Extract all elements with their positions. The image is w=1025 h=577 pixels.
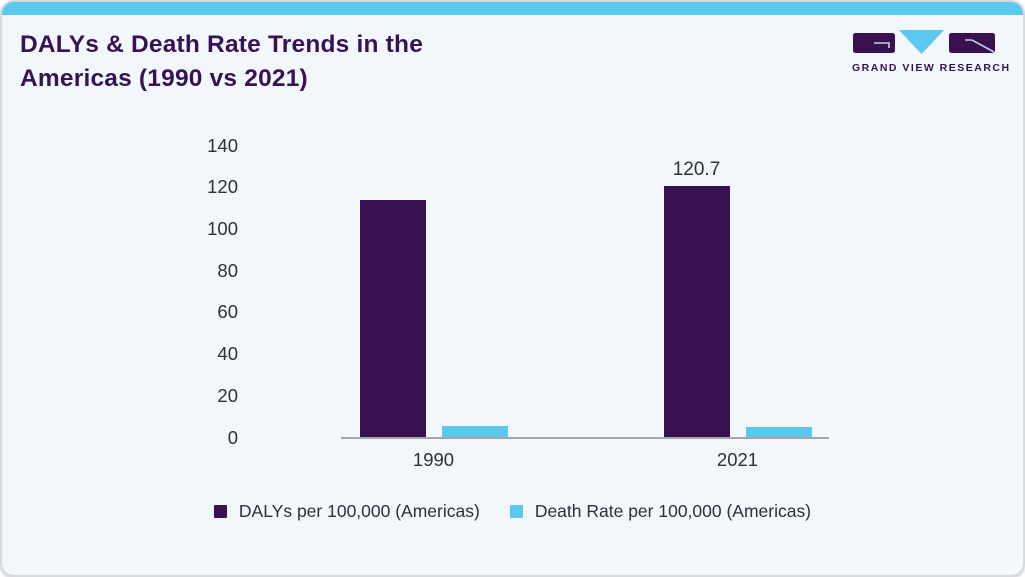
bar-value-label-2021: 120.7 [672,158,721,180]
brand-logo: GRAND VIEW RESEARCH [852,30,1011,74]
legend-label-dalys: DALYs per 100,000 (Americas) [238,501,480,521]
dalys-swatch-icon [213,505,227,518]
bar-series1-2021 [745,427,812,438]
x-axis-line [341,436,829,439]
y-axis-tick-80: 80 [217,259,238,281]
x-axis-label-2021: 2021 [716,449,759,470]
y-axis-tick-40: 40 [217,343,238,365]
y-axis-tick-100: 100 [207,217,238,239]
legend-item-death-rate: Death Rate per 100,000 (Americas) [509,501,812,522]
legend-label-death-rate: Death Rate per 100,000 (Americas) [534,501,812,521]
brand-name: GRAND VIEW RESEARCH [852,62,1011,74]
y-axis-tick-20: 20 [217,384,238,406]
y-axis-tick-60: 60 [217,301,238,323]
x-axis-label-1990: 1990 [412,449,455,470]
bar-series0-1990 [359,199,426,438]
y-axis-tick-0: 0 [227,426,238,448]
chart-legend: DALYs per 100,000 (Americas) Death Rate … [2,501,1023,522]
title-line-2: Americas (1990 vs 2021) [20,65,308,92]
death-rate-swatch-icon [509,505,523,518]
gvr-logo-icon [853,30,995,54]
bar-series1-1990 [441,426,508,438]
bar-series0-2021 [663,185,730,438]
title-line-1: DALYs & Death Rate Trends in the [20,31,424,58]
accent-strip [2,2,1023,15]
legend-item-dalys: DALYs per 100,000 (Americas) [213,501,480,522]
y-axis-tick-140: 140 [207,134,238,156]
y-axis-tick-120: 120 [207,176,238,198]
page-title: DALYs & Death Rate Trends in the America… [20,28,580,96]
